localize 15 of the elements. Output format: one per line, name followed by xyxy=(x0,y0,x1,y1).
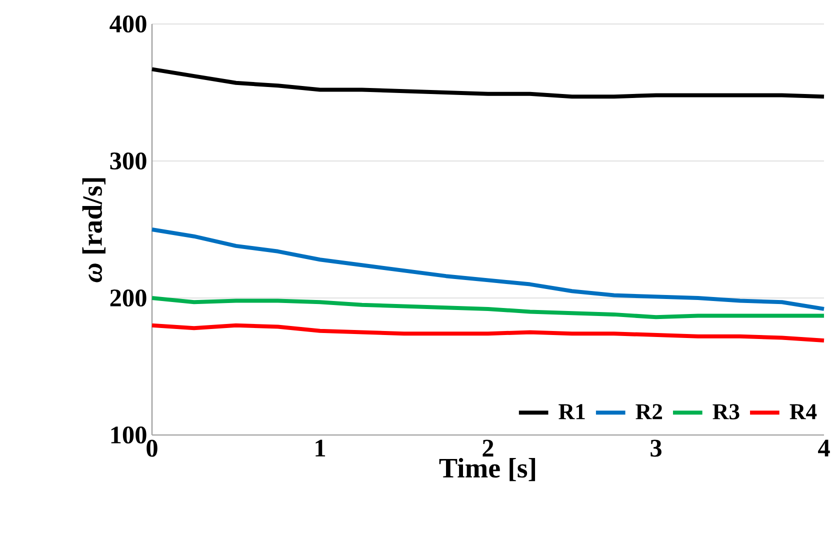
legend-label: R4 xyxy=(790,404,817,420)
y-tick-label: 400 xyxy=(110,15,146,33)
legend-label: R1 xyxy=(558,404,585,420)
x-tick-label: 0 xyxy=(146,440,158,457)
x-axis-title: Time [s] xyxy=(439,458,536,482)
x-tick-label: 4 xyxy=(818,440,830,456)
x-tick-label: 2 xyxy=(482,440,494,456)
x-tick-label: 3 xyxy=(650,440,662,457)
y-axis-title: ω [rad/s] xyxy=(82,178,106,282)
legend-label: R3 xyxy=(712,404,740,420)
y-tick-label: 300 xyxy=(110,152,146,170)
x-tick-label: 1 xyxy=(316,440,326,456)
y-tick-label: 200 xyxy=(110,289,146,307)
legend-label: R2 xyxy=(636,404,662,420)
y-tick-label: 100 xyxy=(111,426,146,444)
